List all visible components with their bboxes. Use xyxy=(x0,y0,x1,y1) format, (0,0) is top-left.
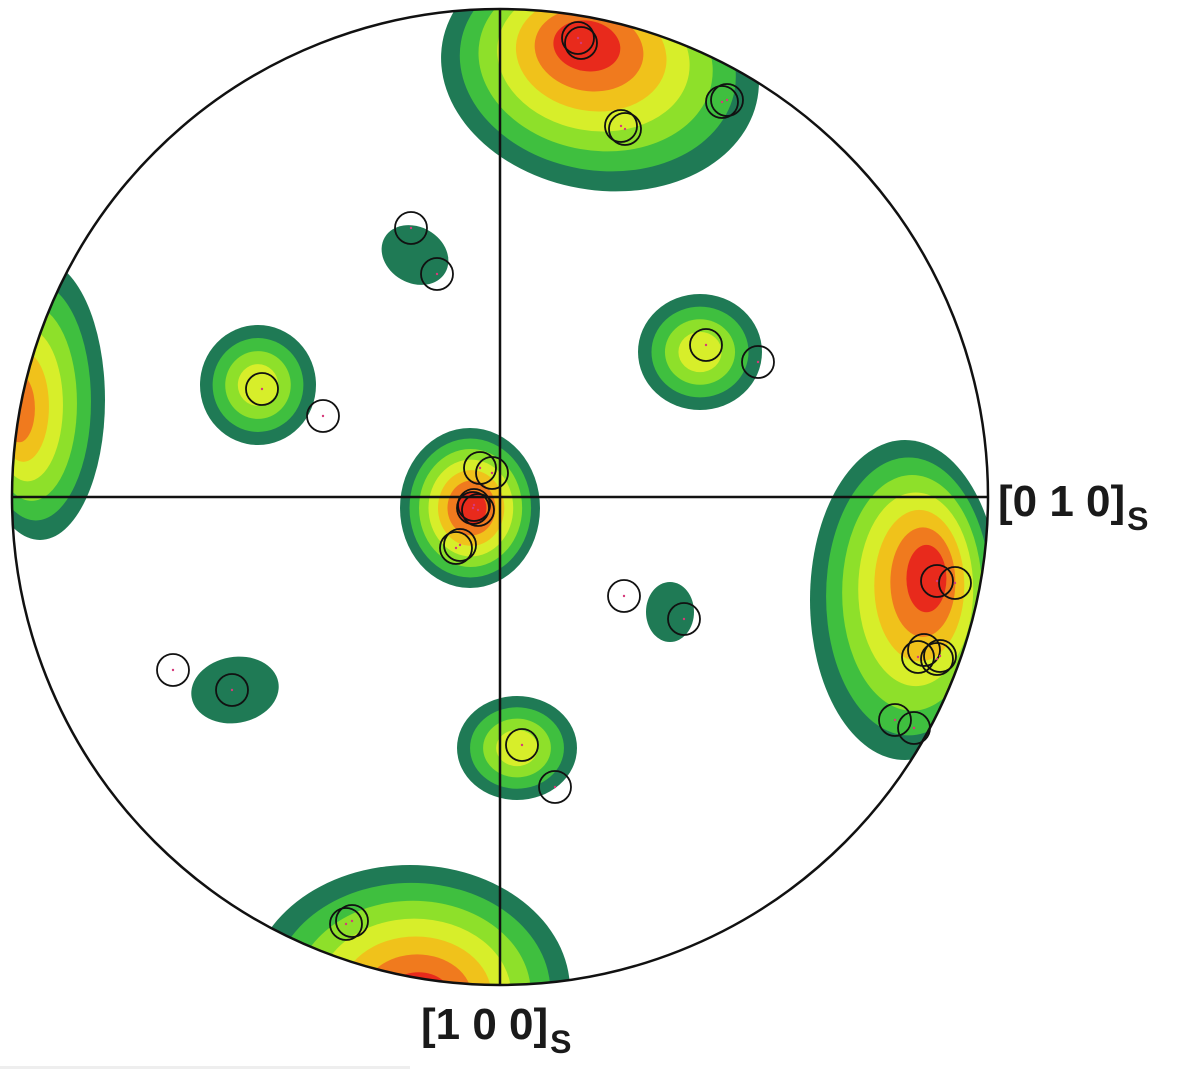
orientation-marker xyxy=(667,602,701,636)
contour-level-3 xyxy=(678,331,722,373)
orientation-marker-center xyxy=(321,414,325,418)
orientation-marker-center xyxy=(435,272,439,276)
orientation-marker-center xyxy=(520,743,524,747)
orientation-marker xyxy=(878,703,912,737)
orientation-marker xyxy=(608,112,642,146)
orientation-marker xyxy=(897,711,931,745)
orientation-marker-center xyxy=(490,471,494,475)
orientation-marker xyxy=(920,642,954,676)
bottom-divider xyxy=(0,1066,410,1069)
orientation-marker xyxy=(306,399,340,433)
intensity-blob xyxy=(12,260,105,540)
orientation-marker xyxy=(457,488,491,522)
intensity-blob xyxy=(381,225,449,285)
orientation-marker-center xyxy=(682,617,686,621)
orientation-marker xyxy=(394,211,428,245)
orientation-marker xyxy=(710,83,744,117)
axis-label-010-main: [0 1 0] xyxy=(998,477,1126,526)
orientation-marker xyxy=(607,579,641,613)
intensity-contours xyxy=(12,9,988,985)
orientation-marker xyxy=(461,493,495,527)
intensity-blob xyxy=(441,9,759,192)
orientation-marker-center xyxy=(704,343,708,347)
orientation-marker-center xyxy=(350,919,354,923)
orientation-marker-center xyxy=(720,100,724,104)
contour-level-0 xyxy=(381,225,449,285)
orientation-marker xyxy=(245,372,279,406)
intensity-blob xyxy=(457,696,577,800)
orientation-marker-center xyxy=(579,41,583,45)
orientation-marker xyxy=(741,345,775,379)
orientation-marker-center xyxy=(893,718,897,722)
orientation-marker-center xyxy=(472,503,476,507)
orientation-marker-center xyxy=(756,360,760,364)
contour-level-3 xyxy=(237,364,279,406)
orientation-marker xyxy=(564,26,598,60)
orientation-marker xyxy=(901,640,935,674)
orientation-marker xyxy=(335,904,369,938)
orientation-marker-center xyxy=(454,546,458,550)
plot-frame xyxy=(10,7,990,987)
orientation-markers xyxy=(156,21,972,941)
orientation-marker-center xyxy=(260,387,264,391)
orientation-marker xyxy=(561,21,595,55)
orientation-marker-center xyxy=(171,668,175,672)
orientation-marker-center xyxy=(935,657,939,661)
orientation-marker xyxy=(156,653,190,687)
orientation-marker xyxy=(907,633,941,667)
orientation-marker-center xyxy=(478,466,482,470)
orientation-marker xyxy=(443,528,477,562)
axis-label-100: [1 0 0]S xyxy=(421,1000,572,1059)
orientation-marker-center xyxy=(458,543,462,547)
orientation-marker-center xyxy=(553,785,557,789)
orientation-marker xyxy=(475,456,509,490)
orientation-marker xyxy=(420,257,454,291)
orientation-marker xyxy=(920,564,954,598)
orientation-marker-center xyxy=(471,506,475,510)
orientation-marker xyxy=(439,531,473,565)
contour-level-6 xyxy=(553,20,621,72)
orientation-marker xyxy=(604,109,638,143)
orientation-marker-center xyxy=(622,594,626,598)
orientation-marker xyxy=(329,907,363,941)
orientation-marker-center xyxy=(935,579,939,583)
orientation-marker-center xyxy=(344,922,348,926)
orientation-marker-center xyxy=(953,581,957,585)
orientation-marker xyxy=(215,673,249,707)
contour-level-6 xyxy=(906,544,947,613)
intensity-blob xyxy=(400,428,540,588)
orientation-marker xyxy=(705,85,739,119)
orientation-marker-center xyxy=(623,127,627,131)
orientation-marker-center xyxy=(230,688,234,692)
axis-label-100-subscript: S xyxy=(550,1024,572,1060)
axis-label-010: [0 1 0]S xyxy=(998,477,1149,536)
contour-level-0 xyxy=(191,656,279,724)
orientation-marker-center xyxy=(619,124,623,128)
orientation-marker-center xyxy=(912,726,916,730)
orientation-marker-center xyxy=(576,36,580,40)
orientation-marker-center xyxy=(916,655,920,659)
axis-label-010-subscript: S xyxy=(1127,501,1149,537)
orientation-marker xyxy=(538,770,572,804)
orientation-marker-center xyxy=(938,654,942,658)
intensity-blob xyxy=(191,656,279,724)
intensity-blob xyxy=(638,294,762,410)
orientation-marker xyxy=(505,728,539,762)
orientation-marker xyxy=(938,566,972,600)
axis-label-100-main: [1 0 0] xyxy=(421,1000,549,1049)
orientation-marker xyxy=(689,328,723,362)
orientation-marker-center xyxy=(476,508,480,512)
contour-level-6 xyxy=(456,491,487,525)
orientation-marker-center xyxy=(725,98,729,102)
intensity-blob xyxy=(200,325,316,445)
orientation-marker-center xyxy=(409,226,413,230)
intensity-blob xyxy=(810,440,988,760)
orientation-marker xyxy=(923,639,957,673)
